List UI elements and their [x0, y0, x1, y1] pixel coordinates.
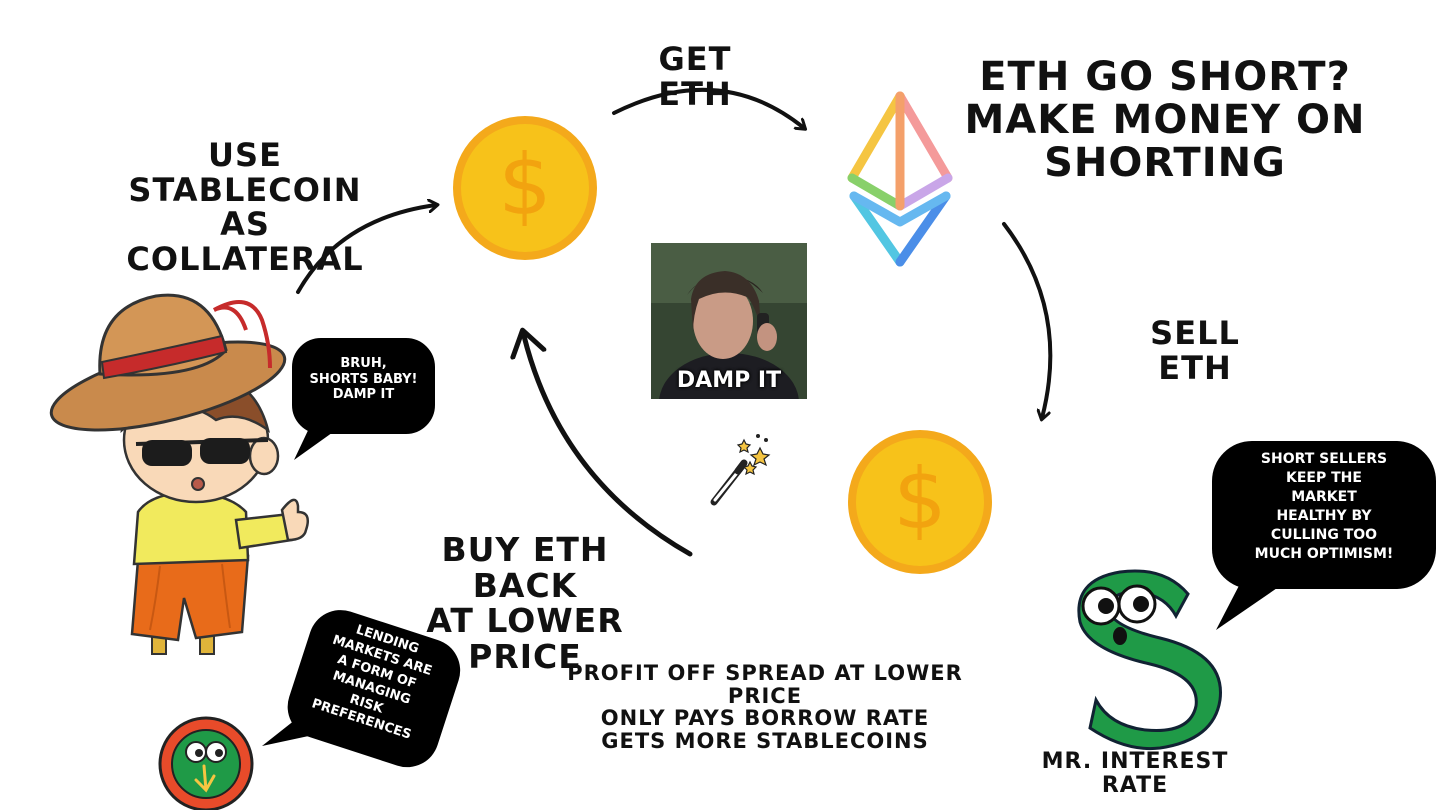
headline: ETH GO SHORT? MAKE MONEY ON SHORTING: [910, 54, 1420, 187]
profit-line-3: GETS MORE STABLECOINS: [601, 729, 929, 754]
step-use-collateral: USE STABLECOIN AS COLLATERAL: [100, 138, 390, 276]
svg-text:$: $: [893, 450, 946, 548]
arrow-get-eth: [612, 87, 804, 128]
interest-bubble-line-6: MUCH OPTIMISM!: [1254, 546, 1394, 563]
cowboy-bubble-line-3: DAMP IT: [332, 387, 395, 403]
profit-line-1: PROFIT OFF SPREAD AT LOWER PRICE: [567, 661, 963, 708]
interest-bubble-line-5: CULLING TOO: [1270, 527, 1378, 544]
cowboy-bubble-line-2: SHORTS BABY!: [309, 371, 418, 387]
interest-bubble-line-2: KEEP THE: [1286, 470, 1362, 487]
meme-caption: DAMP IT: [676, 368, 782, 393]
dollar-coin-icon: $: [453, 116, 597, 260]
cowboy-speech-bubble: [290, 336, 437, 460]
arrow-buy-back: [524, 336, 693, 557]
collateral-line-1: USE STABLECOIN: [128, 136, 362, 209]
cowboy-bubble-text: BRUH, SHORTS BABY! DAMP IT: [295, 356, 432, 403]
cowboy-bubble-line-1: BRUH,: [340, 356, 387, 371]
arrow-collateral: [296, 205, 436, 294]
buy-back-line-2: AT LOWER PRICE: [426, 601, 624, 676]
arrow-sell-eth: [1002, 222, 1053, 418]
headline-line-2: MAKE MONEY ON SHORTING: [964, 97, 1366, 187]
lending-speech-bubble: [287, 610, 461, 768]
step-buy-back: BUY ETH BACK AT LOWER PRICE: [390, 532, 660, 675]
buy-back-line-1: BUY ETH BACK: [441, 530, 609, 605]
collateral-line-2: AS COLLATERAL: [126, 205, 364, 278]
svg-text:$: $: [498, 136, 551, 234]
headline-line-1: ETH GO SHORT?: [979, 54, 1351, 100]
step-get-eth: GET ETH: [658, 40, 732, 113]
dollar-coin-icon: $: [848, 430, 992, 574]
step-sell-eth: SELL ETH: [1150, 314, 1240, 387]
interest-bubble-line-1: SHORT SELLERS: [1260, 451, 1388, 467]
interest-rate-name: MR. INTEREST RATE: [1041, 749, 1229, 798]
profit-summary: PROFIT OFF SPREAD AT LOWER PRICE ONLY PA…: [560, 662, 970, 753]
profit-line-2: ONLY PAYS BORROW RATE: [600, 706, 930, 731]
interest-bubble-line-4: HEALTHY BY: [1276, 508, 1372, 525]
interest-bubble-line-3: MARKET: [1291, 489, 1357, 506]
damp-it-meme-image: DAMP IT: [651, 243, 807, 399]
interest-speech-bubble: [1212, 441, 1436, 630]
interest-bubble-text: SHORT SELLERS KEEP THE MARKET HEALTHY BY…: [1220, 450, 1428, 564]
